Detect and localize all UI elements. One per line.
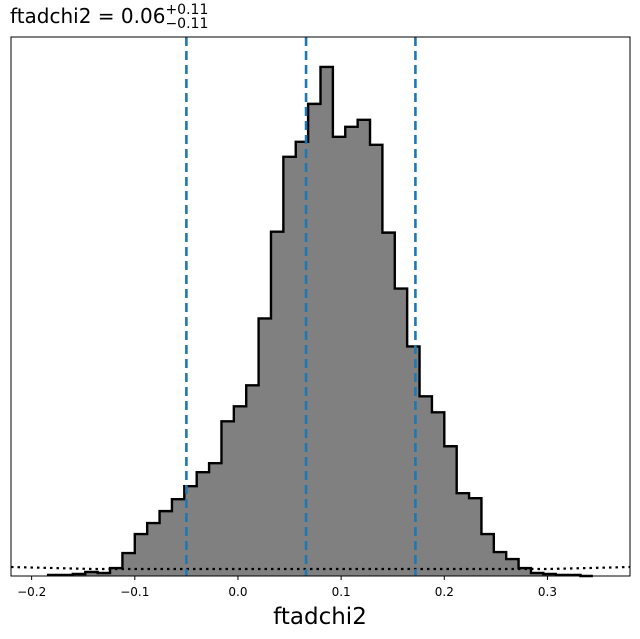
histogram-bar [85,572,99,576]
histogram-bar [481,534,495,576]
histogram-bar [221,421,235,576]
histogram-bar [270,231,284,576]
histogram-bar [444,446,458,576]
histogram-bar [159,511,173,576]
histogram-bar [134,534,148,576]
histogram-bar [332,136,346,576]
histogram-bar [110,568,123,576]
histogram-bar [382,232,396,577]
title-param-name: ftadchi2 [10,4,91,28]
histogram-bar [320,66,334,576]
histogram-bar [493,552,507,576]
x-axis-label: ftadchi2 [273,604,367,630]
histogram-bar [456,493,470,576]
x-tick-label: −0.2 [17,585,46,599]
histogram-bar [431,412,445,576]
histogram-bar [308,103,321,577]
histogram-bar [246,385,260,576]
histogram-bar [258,318,272,576]
histogram-bar [171,499,185,576]
x-tick-label: 0.1 [332,585,351,599]
title-equals: = [91,4,120,28]
histogram-bar [147,523,161,576]
histogram-bar [283,156,297,576]
axes-frame [10,36,631,577]
x-tick-label: 0.0 [228,585,247,599]
histogram-bar [345,126,359,576]
x-tick-label: 0.2 [435,585,454,599]
title-median: 0.06 [121,4,166,28]
x-axis-ticks: −0.2 −0.1 0.0 0.1 0.2 0.3 [17,576,557,599]
histogram-bar [506,559,520,576]
histogram-bar [233,406,247,576]
histogram-bars [48,66,581,577]
histogram-outline [46,65,593,578]
x-tick-label: 0.3 [538,585,557,599]
title-upper-error: +0.11 [165,2,208,18]
x-tick-label: −0.1 [120,585,149,599]
histogram-bar [370,144,383,577]
quantile-lines [185,37,417,576]
histogram-bar [357,119,371,576]
chart-title: ftadchi2 = 0.06+0.11 [10,2,208,28]
histogram-bar [419,396,433,576]
histogram-bar [394,288,408,576]
histogram-bar [209,463,222,576]
histogram-bar [184,486,198,576]
histogram-bar [97,573,111,576]
plot-area [10,37,631,578]
histogram-bar [530,573,544,576]
title-lower-error: −0.11 [165,16,208,32]
histogram-bar [407,346,421,576]
histogram-bar [469,498,482,576]
histogram-bar [122,553,136,576]
prior-dotted-curve [10,565,631,571]
histogram-bar [518,568,532,576]
histogram-bar [196,472,210,576]
